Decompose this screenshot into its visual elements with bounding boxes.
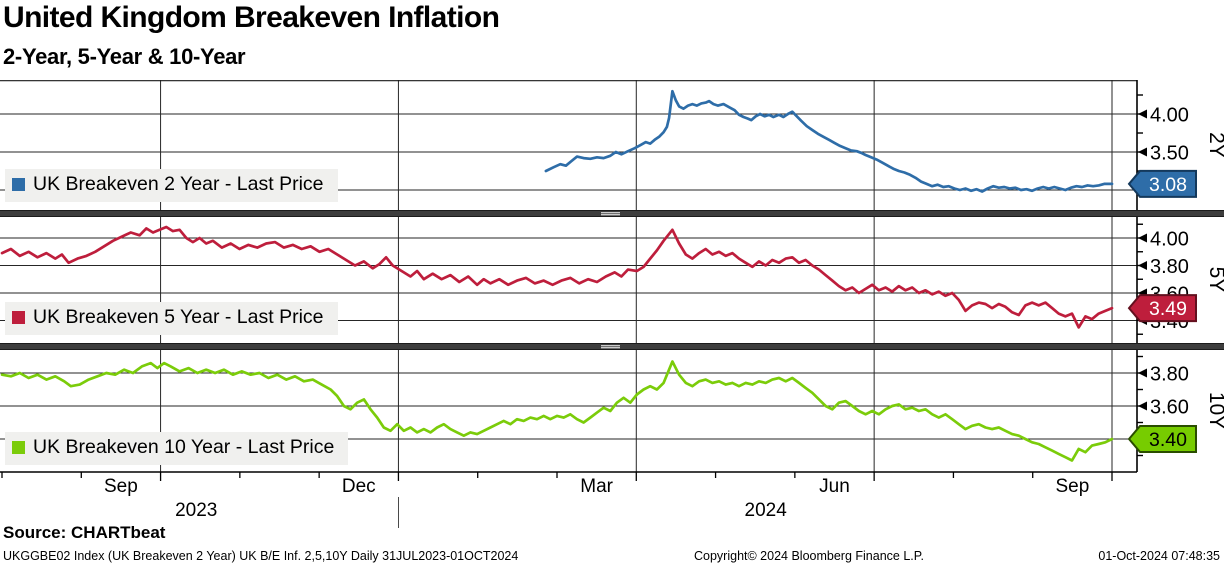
last-price-badge-10y[interactable] bbox=[1127, 425, 1197, 454]
footer-ticker-info: UKGGBE02 Index (UK Breakeven 2 Year) UK … bbox=[3, 549, 519, 563]
last-price-value: 3.40 bbox=[1149, 429, 1187, 451]
legend-swatch-2y-icon bbox=[12, 178, 25, 191]
footer-timestamp: 01-Oct-2024 07:48:35 bbox=[1098, 549, 1220, 563]
tick-arrow-icon bbox=[1138, 233, 1147, 243]
legend-5y[interactable]: UK Breakeven 5 Year - Last Price bbox=[5, 302, 338, 335]
x-axis-month-label: Mar bbox=[580, 476, 613, 497]
series-line-5y[interactable] bbox=[0, 225, 1114, 329]
panel-divider-2[interactable] bbox=[0, 343, 1224, 350]
y-tick-label: 3.50 bbox=[1150, 143, 1189, 165]
panel-axis-title-2y: 2Y bbox=[1205, 132, 1224, 158]
x-axis-year-label: 2023 bbox=[175, 500, 218, 521]
y-tick-label: 3.60 bbox=[1150, 397, 1189, 419]
page-subtitle: 2-Year, 5-Year & 10-Year bbox=[3, 44, 246, 69]
legend-swatch-10y-icon bbox=[12, 441, 25, 454]
source-line: Source: CHARTbeat bbox=[3, 523, 166, 542]
tick-arrow-icon bbox=[1138, 368, 1147, 378]
panel-axis-title-5y: 5Y bbox=[1205, 267, 1224, 293]
last-price-value: 3.08 bbox=[1149, 174, 1187, 196]
legend-label-5y: UK Breakeven 5 Year - Last Price bbox=[33, 306, 324, 328]
y-tick-label: 4.00 bbox=[1150, 229, 1189, 251]
panel-divider-1[interactable] bbox=[0, 210, 1224, 217]
last-price-badge-2y[interactable] bbox=[1127, 169, 1197, 198]
y-tick-label: 3.80 bbox=[1150, 364, 1189, 386]
tick-arrow-icon bbox=[1138, 401, 1147, 411]
x-axis-tick-strip bbox=[1, 472, 1113, 481]
y-tick-label: 3.80 bbox=[1150, 256, 1189, 278]
footer-copyright: Copyright© 2024 Bloomberg Finance L.P. bbox=[694, 549, 924, 563]
tick-arrow-icon bbox=[1138, 261, 1147, 270]
drag-grip-icon[interactable] bbox=[601, 345, 620, 349]
legend-10y[interactable]: UK Breakeven 10 Year - Last Price bbox=[5, 432, 349, 465]
x-axis-year-labels: 2023 2024 bbox=[0, 500, 1224, 524]
footer-info-row: UKGGBE02 Index (UK Breakeven 2 Year) UK … bbox=[0, 549, 1224, 565]
last-price-value: 3.49 bbox=[1149, 298, 1187, 320]
last-price-badge-5y[interactable] bbox=[1127, 294, 1197, 323]
y-tick-label: 4.00 bbox=[1150, 105, 1189, 127]
page-title: United Kingdom Breakeven Inflation bbox=[3, 1, 500, 34]
x-axis-month-label: Dec bbox=[341, 476, 376, 497]
tick-arrow-icon bbox=[1138, 109, 1147, 119]
legend-2y[interactable]: UK Breakeven 2 Year - Last Price bbox=[5, 169, 338, 202]
series-line-2y[interactable] bbox=[544, 89, 1114, 193]
x-axis-month-labels: Sep Dec Mar Jun Sep bbox=[0, 476, 1224, 500]
x-axis-month-label: Jun bbox=[819, 476, 850, 497]
legend-swatch-5y-icon bbox=[12, 311, 25, 324]
x-axis-month-label: Sep bbox=[1055, 476, 1090, 497]
year-divider-line bbox=[398, 497, 399, 528]
legend-label-2y: UK Breakeven 2 Year - Last Price bbox=[33, 173, 324, 195]
legend-label-10y: UK Breakeven 10 Year - Last Price bbox=[33, 436, 335, 458]
panel-axis-title-10y: 10Y bbox=[1205, 392, 1224, 429]
drag-grip-icon[interactable] bbox=[601, 212, 620, 216]
tick-arrow-icon bbox=[1138, 147, 1147, 157]
panel-2y[interactable]: 4.00 3.50 3.08 2Y bbox=[0, 80, 1224, 212]
x-axis-month-label: Sep bbox=[103, 476, 138, 497]
series-line-10y[interactable] bbox=[0, 360, 1114, 462]
x-axis-year-label: 2024 bbox=[744, 500, 787, 521]
